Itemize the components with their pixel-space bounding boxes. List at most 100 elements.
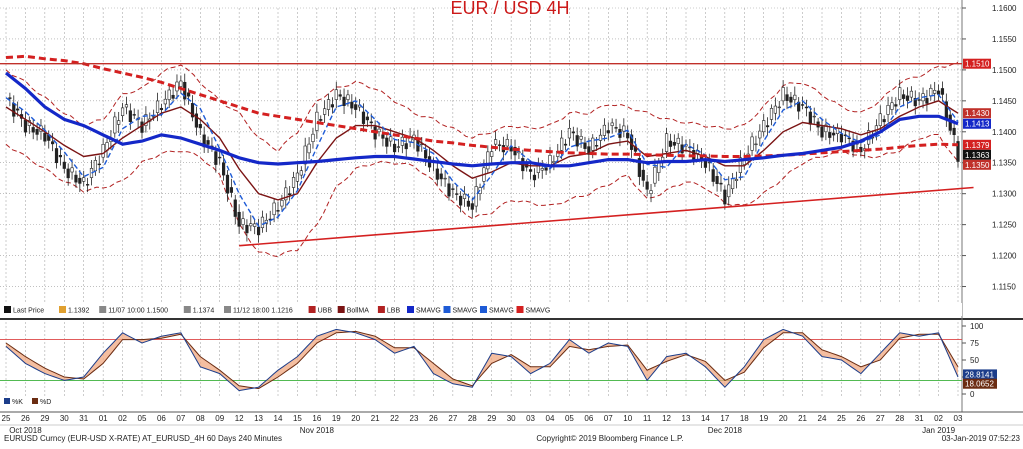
price-bar-body bbox=[167, 89, 171, 100]
price-bar-body bbox=[719, 182, 723, 185]
price-bar-body bbox=[874, 125, 878, 133]
legend-swatch bbox=[407, 306, 414, 313]
legend-swatch bbox=[337, 306, 345, 313]
day-tick-label: 28 bbox=[468, 414, 477, 423]
legend-label: BollMA bbox=[347, 308, 370, 315]
price-bar-body bbox=[731, 178, 735, 190]
price-bar-body bbox=[439, 173, 443, 180]
price-bar-body bbox=[929, 87, 933, 97]
day-tick-label: 07 bbox=[176, 414, 185, 423]
price-bar-body bbox=[222, 162, 226, 176]
long-smavg-line bbox=[5, 54, 959, 158]
price-bar-body bbox=[78, 177, 82, 184]
price-bar-body bbox=[548, 155, 552, 166]
price-tick-label: 1.1300 bbox=[992, 190, 1017, 199]
price-bar-body bbox=[86, 184, 90, 186]
price-bar-body bbox=[513, 146, 517, 156]
price-tag-box bbox=[963, 149, 991, 160]
legend-label: LBB bbox=[387, 308, 401, 315]
price-bar-body bbox=[264, 219, 268, 224]
price-bar-body bbox=[517, 151, 521, 154]
price-bar-body bbox=[587, 146, 591, 155]
price-tick-label: 1.1250 bbox=[992, 221, 1017, 230]
price-tag-label: 1.1510 bbox=[965, 60, 990, 69]
price-bar-body bbox=[762, 120, 766, 133]
price-bar-body bbox=[820, 126, 824, 138]
price-bar-body bbox=[175, 81, 179, 92]
annotations bbox=[0, 63, 974, 247]
day-tick-label: 28 bbox=[895, 414, 904, 423]
price-bar-body bbox=[641, 169, 645, 181]
price-bar-body bbox=[451, 188, 455, 190]
price-tag-box bbox=[963, 118, 991, 129]
legend-label: Last Price bbox=[13, 308, 44, 315]
legend-label: 11/07 10:00 1.1500 bbox=[108, 308, 168, 315]
price-bar-body bbox=[591, 137, 595, 151]
price-bar-body bbox=[905, 95, 910, 101]
stoch-legend-swatch bbox=[32, 398, 38, 404]
day-tick-label: 20 bbox=[351, 414, 360, 423]
price-bar-body bbox=[179, 80, 183, 87]
price-bar-body bbox=[602, 124, 606, 136]
price-bar-body bbox=[295, 172, 300, 182]
price-bar-body bbox=[614, 127, 618, 129]
price-bar-body bbox=[637, 158, 641, 177]
legend-swatch bbox=[4, 306, 11, 313]
price-bar-body bbox=[369, 121, 373, 124]
price-bar-body bbox=[218, 156, 222, 159]
price-bar-body bbox=[832, 132, 836, 136]
price-bar-body bbox=[330, 104, 335, 108]
price-bar-body bbox=[392, 143, 397, 153]
price-bar-body bbox=[800, 104, 805, 106]
price-bar-body bbox=[933, 90, 937, 94]
price-bar-body bbox=[486, 151, 490, 170]
price-bar-body bbox=[781, 87, 785, 102]
price-bar-body bbox=[560, 137, 564, 151]
price-bar-body bbox=[280, 200, 284, 207]
fast-smavg-line bbox=[5, 92, 959, 228]
price-bar-body bbox=[272, 202, 276, 216]
month-label: Nov 2018 bbox=[300, 426, 335, 435]
stoch-d-line bbox=[5, 330, 959, 390]
price-bar-body bbox=[237, 211, 241, 227]
day-tick-label: 02 bbox=[118, 414, 127, 423]
legend-swatch bbox=[480, 306, 487, 313]
legend: Last Price 1.1392 11/07 10:00 1.1500 1.1374… bbox=[0, 303, 962, 316]
footer-copyright: Copyright© 2019 Bloomberg Finance L.P. bbox=[536, 434, 683, 443]
price-bar-body bbox=[680, 144, 684, 154]
price-bar-body bbox=[901, 94, 906, 99]
legend-swatch bbox=[516, 306, 524, 313]
price-bar-body bbox=[74, 174, 78, 183]
price-tag-box bbox=[963, 108, 991, 119]
price-bar-body bbox=[936, 90, 941, 95]
price-bar-body bbox=[711, 169, 715, 182]
price-bar-body bbox=[952, 127, 956, 135]
price-bar-body bbox=[455, 193, 459, 195]
price-bar-body bbox=[342, 96, 346, 106]
price-bar-body bbox=[58, 155, 62, 158]
price-tag-label: 1.1430 bbox=[965, 109, 990, 118]
price-bar-body bbox=[598, 134, 603, 141]
price-tag-label: 1.1350 bbox=[965, 161, 990, 170]
stoch-tick-label: 50 bbox=[970, 356, 979, 365]
price-bar-body bbox=[354, 104, 358, 110]
price-bar-body bbox=[307, 143, 311, 154]
footer-source: EURUSD Curncy (EUR-USD X-RATE) AT_EURUSD… bbox=[4, 434, 282, 443]
support-trend-line bbox=[239, 186, 974, 247]
price-bar-body bbox=[82, 177, 86, 182]
legend-label: SMAVG bbox=[416, 308, 441, 315]
day-tick-label: 09 bbox=[215, 414, 224, 423]
stoch-legend-label: %K bbox=[12, 399, 23, 406]
price-bar-body bbox=[163, 98, 167, 105]
price-bar-body bbox=[276, 210, 280, 212]
day-tick-label: 26 bbox=[21, 414, 30, 423]
price-tick-label: 1.1150 bbox=[992, 283, 1016, 292]
price-tick-label: 1.1450 bbox=[992, 97, 1017, 106]
price-bar-body bbox=[812, 115, 816, 118]
price-bar-body bbox=[898, 87, 902, 100]
stoch-tag-box bbox=[963, 378, 997, 389]
price-bar-body bbox=[350, 101, 354, 109]
price-bar-body bbox=[579, 135, 583, 140]
day-tick-label: 17 bbox=[720, 414, 729, 423]
